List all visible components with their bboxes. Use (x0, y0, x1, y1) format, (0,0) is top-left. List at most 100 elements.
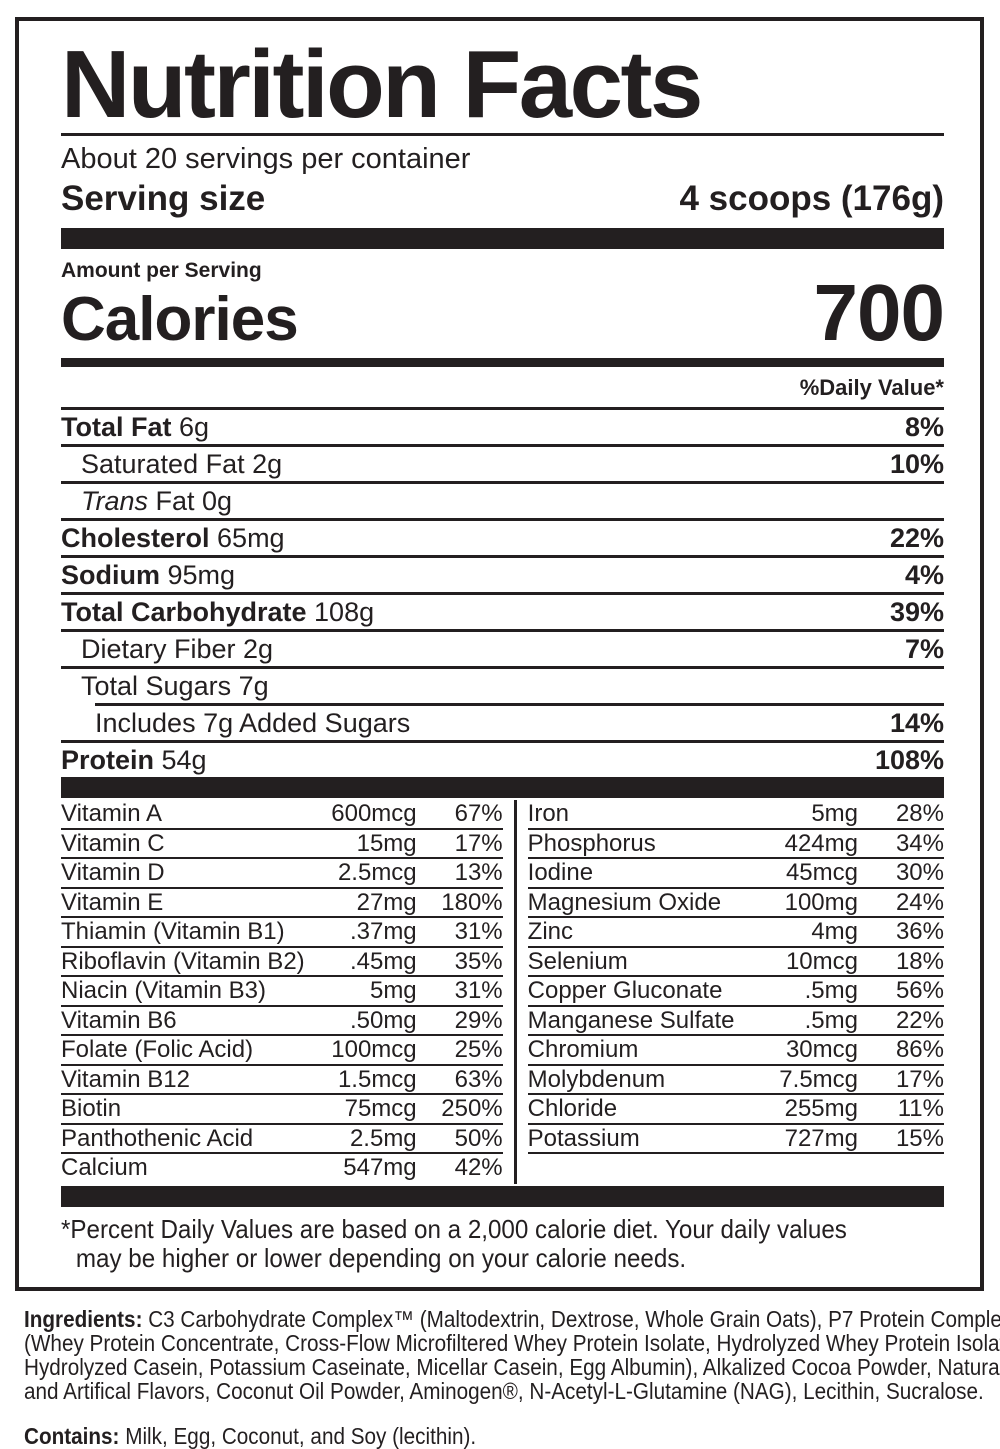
micronutrient-amount: 2.5mcg (337, 859, 417, 886)
micronutrient-name: Potassium (527, 1124, 640, 1152)
micronutrient-amount: .5mg (804, 977, 858, 1004)
nutrient-name: Total Carbohydrate 108g (61, 595, 890, 629)
nutrient-name-bold: Cholesterol (61, 523, 210, 553)
micronutrient-row: Riboflavin (Vitamin B2) .45mg 35% (61, 947, 503, 977)
ingredients-text-part: and Artifical Flavors, Coconut Oil Powde… (24, 1378, 984, 1404)
micronutrient-row: Potassium 727mg 15% (527, 1124, 944, 1154)
thick-separator-bar (61, 777, 944, 798)
micronutrient-amount: 1.5mcg (337, 1065, 417, 1093)
nutrient-name-bold: Protein (61, 745, 155, 775)
micronutrient-daily-value: 22% (895, 1006, 944, 1034)
micronutrient-row: Vitamin B6 .50mg 29% (61, 1006, 503, 1036)
micronutrient-name: Iron (527, 800, 570, 827)
micronutrient-row: Molybdenum 7.5mcg 17% (527, 1065, 944, 1095)
micronutrient-name: Chromium (527, 1036, 639, 1063)
micronutrient-row: Iodine 45mcg 30% (527, 859, 944, 889)
micronutrient-name: Iodine (527, 859, 594, 886)
micronutrient-daily-value: 31% (454, 977, 503, 1004)
micronutrient-name: Folate (Folic Acid) (61, 1036, 254, 1063)
micronutrient-amount: 27mg (356, 888, 417, 916)
micronutrient-daily-value: 34% (895, 829, 944, 857)
micronutrient-amount: 547mg (343, 1154, 417, 1181)
micronutrient-name: Copper Gluconate (527, 977, 723, 1004)
ingredients-section: Ingredients: C3 Carbohydrate Complex™ (M… (24, 1307, 1000, 1448)
contains-statement: Contains: Milk, Egg, Coconut, and Soy (l… (24, 1424, 881, 1448)
micronutrient-amount: .50mg (349, 1006, 417, 1034)
nutrient-daily-value: 4% (904, 560, 944, 590)
title-divider (61, 133, 944, 136)
micronutrient-amount: 100mcg (331, 1036, 417, 1063)
micronutrient-amount: 30mcg (785, 1036, 858, 1063)
micronutrient-daily-value: 17% (454, 829, 503, 857)
micronutrient-name: Niacin (Vitamin B3) (61, 977, 266, 1004)
micronutrient-name: Biotin (61, 1095, 122, 1122)
micronutrient-daily-value: 17% (895, 1065, 944, 1093)
nutrient-daily-value: 8% (904, 412, 944, 442)
micronutrient-table: Vitamin A 600mcg 67% Vitamin C 15mg 17% Vitami… (61, 800, 944, 1184)
micronutrient-name: Manganese Sulfate (527, 1006, 735, 1034)
micronutrient-row: Panthothenic Acid 2.5mg 50% (61, 1124, 503, 1154)
daily-value-footnote: *Percent Daily Values are based on a 2,0… (61, 1213, 944, 1273)
nutrient-name: Total Sugars 7g (61, 669, 944, 703)
nutrient-daily-value: 7% (904, 634, 944, 664)
nutrient-name: Protein 54g (61, 743, 875, 777)
micronutrient-name: Vitamin A (61, 800, 162, 827)
micronutrient-row: Thiamin (Vitamin B1) .37mg 31% (61, 918, 503, 948)
micronutrient-row: Vitamin B12 1.5mcg 63% (61, 1065, 503, 1095)
micronutrient-name: Zinc (527, 918, 573, 945)
nutrient-amount: Dietary Fiber 2g (81, 634, 274, 664)
nutrient-amount: 95mg (160, 560, 236, 590)
thick-separator-bar (61, 1185, 944, 1207)
micronutrient-row: Vitamin C 15mg 17% (61, 829, 503, 859)
ingredients-text: Ingredients: C3 Carbohydrate Complex™ (M… (24, 1307, 1000, 1403)
micronutrient-daily-value: 30% (895, 859, 944, 886)
micronutrient-daily-value: 67% (454, 800, 503, 827)
micronutrient-daily-value: 29% (454, 1006, 503, 1034)
micronutrient-amount: 4mg (811, 918, 858, 945)
micronutrient-amount: 727mg (784, 1124, 858, 1152)
nutrient-daily-value: 39% (889, 597, 944, 627)
micronutrient-amount: 15mg (356, 829, 417, 857)
contains-label: Contains: (24, 1423, 120, 1449)
micronutrient-row: Biotin 75mcg 250% (61, 1095, 503, 1125)
ingredients-line: Hydrolyzed Casein, Potassium Caseinate, … (24, 1355, 1000, 1379)
micronutrient-row: Niacin (Vitamin B3) 5mg 31% (61, 977, 503, 1007)
thick-separator-bar (61, 228, 944, 249)
micronutrient-row: Vitamin D 2.5mcg 13% (61, 859, 503, 889)
column-divider (513, 800, 517, 1184)
nutrient-row: Protein 54g 108% (61, 740, 944, 777)
nutrient-row: Dietary Fiber 2g 7% (61, 629, 944, 666)
nutrient-daily-value: 10% (889, 449, 944, 479)
micronutrient-row: Phosphorus 424mg 34% (527, 829, 944, 859)
footnote-line: may be higher or lower depending on your… (75, 1242, 687, 1273)
nutrient-row-inner: Includes 7g Added Sugars 14% (95, 703, 944, 740)
micronutrient-daily-value: 15% (895, 1124, 944, 1152)
micronutrient-row: Chloride 255mg 11% (527, 1095, 944, 1125)
nutrition-facts-label: Nutrition Facts About 20 servings per co… (15, 17, 984, 1291)
micronutrient-name: Vitamin B6 (61, 1006, 177, 1034)
calories-value: 700 (813, 268, 945, 357)
nutrient-amount: Fat 0g (148, 486, 233, 516)
micronutrient-daily-value: 250% (441, 1095, 503, 1122)
nutrient-name: Dietary Fiber 2g (61, 632, 905, 666)
serving-size-label: Serving size (61, 179, 266, 218)
micronutrient-name: Phosphorus (527, 829, 656, 857)
footnote-line: *Percent Daily Values are based on a 2,0… (61, 1213, 847, 1244)
micronutrient-name: Riboflavin (Vitamin B2) (61, 947, 305, 975)
ingredients-text-part: C3 Carbohydrate Complex™ (Maltodextrin, … (142, 1306, 1000, 1332)
nutrient-amount: 54g (154, 745, 207, 775)
nutrient-name: Cholesterol 65mg (61, 521, 890, 555)
nutrient-row: Saturated Fat 2g 10% (61, 444, 944, 481)
nutrient-daily-value: 22% (889, 523, 944, 553)
micronutrient-row: Selenium 10mcg 18% (527, 947, 944, 977)
micronutrient-name: Panthothenic Acid (61, 1124, 254, 1152)
serving-size-row: Serving size 4 scoops (176g) (61, 178, 944, 220)
nutrient-name-bold: Total Fat (61, 412, 172, 442)
nutrient-amount: 108g (306, 597, 375, 627)
ingredients-line: (Whey Protein Concentrate, Cross-Flow Mi… (24, 1331, 1000, 1355)
micronutrient-row: Vitamin E 27mg 180% (61, 888, 503, 918)
micronutrient-amount: .45mg (349, 947, 417, 975)
micronutrient-daily-value: 18% (895, 947, 944, 975)
calories-row: Calories 700 (61, 268, 945, 357)
nutrient-name: Trans Fat 0g (61, 484, 944, 518)
